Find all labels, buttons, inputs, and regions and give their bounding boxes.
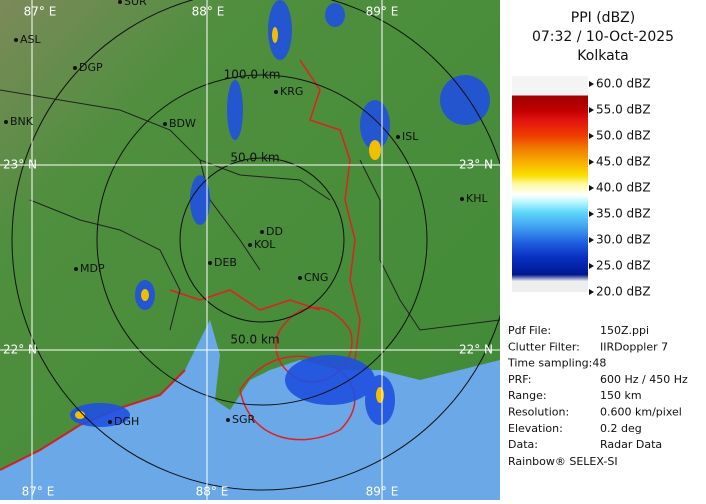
grid-label: 23° N (3, 158, 37, 172)
place-marker (274, 90, 278, 94)
scale-label: 25.0 dBZ (596, 259, 651, 273)
scale-label: 40.0 dBZ (596, 181, 651, 195)
info-text: 150Z.ppi (600, 324, 649, 337)
scale-label: 35.0 dBZ (596, 207, 651, 221)
place-label: KOL (254, 238, 276, 251)
grid-label: 89° E (366, 485, 399, 499)
grid-label: 88° E (196, 485, 229, 499)
info-text: PRF: (508, 373, 531, 386)
scale-label: 50.0 dBZ (596, 129, 651, 143)
place-label: DD (266, 225, 283, 238)
scale-arrow (589, 159, 594, 165)
place-label: DGP (79, 61, 103, 74)
scale-label: 45.0 dBZ (596, 155, 651, 169)
scale-arrow (589, 211, 594, 217)
grid-label: 23° N (459, 158, 493, 172)
place-marker (4, 120, 8, 124)
place-marker (118, 0, 122, 4)
panel-time: 07:32 / 10-Oct-2025 (532, 29, 674, 45)
scale-label: 60.0 dBZ (596, 77, 651, 91)
sea (0, 320, 500, 500)
place-label: BDW (169, 117, 196, 130)
info-text: IIRDoppler 7 (600, 340, 668, 353)
info-text: Clutter Filter: (508, 340, 580, 353)
place-marker (248, 243, 252, 247)
grid-label: 22° N (459, 343, 493, 357)
ring-label: 50.0 km (230, 333, 279, 347)
scale-arrow (589, 81, 594, 87)
scale-arrow (589, 133, 594, 139)
grid-label: 22° N (3, 343, 37, 357)
panel-title: PPI (dBZ) (571, 10, 635, 26)
scale-label: 55.0 dBZ (596, 103, 651, 117)
info-text: Time sampling:48 (507, 357, 606, 370)
info-text: 600 Hz / 450 Hz (600, 373, 688, 386)
lat-lon-grid (0, 0, 500, 500)
scale-arrow (589, 107, 594, 113)
place-marker (460, 197, 464, 201)
color-scale (512, 76, 588, 292)
place-marker (226, 418, 230, 422)
place-marker (163, 122, 167, 126)
place-marker (298, 276, 302, 280)
place-label: KRG (280, 85, 303, 98)
place-label: BNK (10, 115, 34, 128)
info-text: Radar Data (600, 438, 662, 451)
grid-label: 87° E (24, 5, 57, 19)
info-text: Elevation: (508, 422, 563, 435)
scale-arrow (589, 237, 594, 243)
place-label: SUR (124, 0, 147, 8)
place-label: KHL (466, 192, 488, 205)
info-text: Pdf File: (508, 324, 551, 337)
place-label: SGR (232, 413, 256, 426)
radar-cores (75, 27, 384, 419)
info-text: 0.600 km/pixel (600, 406, 682, 419)
place-label: DEB (214, 256, 237, 269)
radar-echoes (70, 0, 490, 427)
scale-arrow (589, 289, 594, 295)
scale-arrow (589, 263, 594, 269)
panel-site: Kolkata (577, 48, 628, 64)
grid-label: 89° E (366, 5, 399, 19)
place-label: ASL (20, 33, 42, 46)
place-label: DGH (114, 415, 139, 428)
info-text: 0.2 deg (600, 422, 642, 435)
info-text: Resolution: (508, 406, 569, 419)
info-text: Data: (508, 438, 538, 451)
place-label: CNG (304, 271, 328, 284)
place-marker (14, 38, 18, 42)
info-text: 150 km (600, 389, 642, 402)
place-label: ISL (402, 130, 419, 143)
scale-label: 30.0 dBZ (596, 233, 651, 247)
place-label: MDP (80, 262, 105, 275)
ring-label: 50.0 km (230, 151, 279, 165)
ring-label: 100.0 km (224, 68, 281, 82)
scale-label: 20.0 dBZ (596, 285, 651, 299)
grid-label: 88° E (192, 5, 225, 19)
place-marker (396, 135, 400, 139)
footer: Rainbow® SELEX-SI (508, 455, 618, 468)
grid-label: 87° E (22, 485, 55, 499)
place-marker (108, 420, 112, 424)
scale-arrow (589, 185, 594, 191)
place-marker (73, 66, 77, 70)
place-marker (208, 261, 212, 265)
info-text: Range: (508, 389, 547, 402)
place-marker (74, 267, 78, 271)
place-marker (260, 230, 264, 234)
